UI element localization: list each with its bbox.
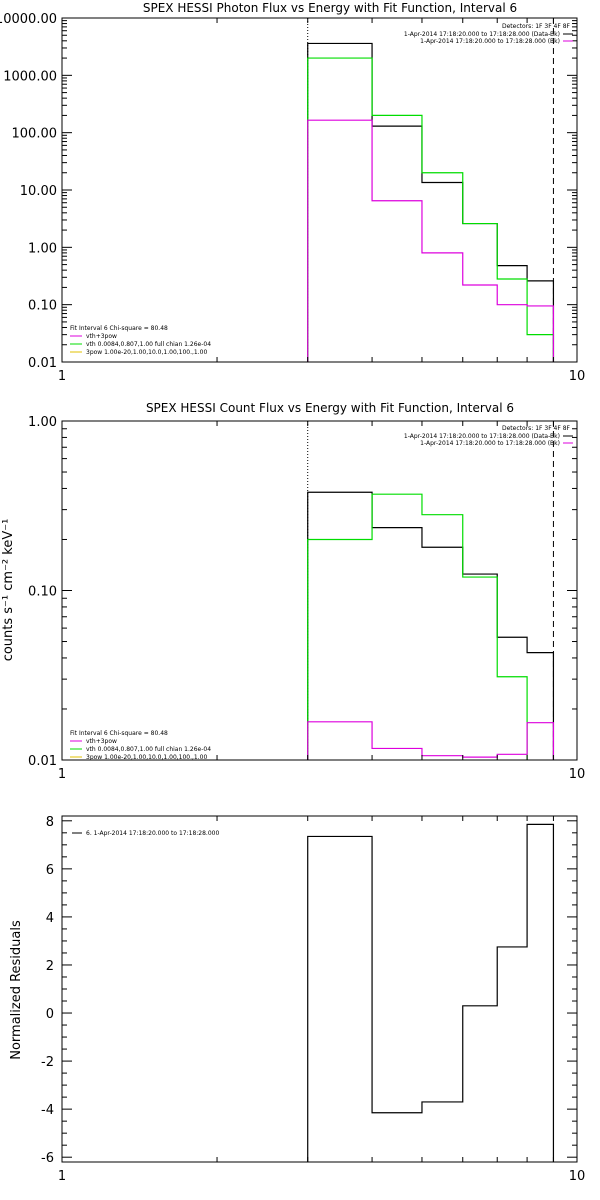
y-tick-label: -2 bbox=[41, 1055, 54, 1070]
legend-detectors: Detectors: 1F 3F 4F 8F bbox=[502, 23, 571, 30]
legend-detectors: Detectors: 1F 3F 4F 8F bbox=[502, 425, 571, 432]
y-tick-label: -6 bbox=[41, 1151, 54, 1166]
y-tick-label: 100.00 bbox=[12, 127, 58, 142]
legend-data-bk: 1-Apr-2014 17:18:20.000 to 17:18:28.000 … bbox=[404, 31, 560, 38]
legend-vth: vth 0.0084,0.807,1.00 full chian 1.26e-0… bbox=[86, 746, 211, 753]
chart-title: SPEX HESSI Photon Flux vs Energy with Fi… bbox=[143, 1, 517, 15]
y-tick-label: 10.00 bbox=[20, 184, 57, 199]
photon-flux-panel: SPEX HESSI Photon Flux vs Energy with Fi… bbox=[0, 1, 585, 384]
series-line-1 bbox=[307, 493, 528, 760]
y-tick-label: 1.00 bbox=[28, 415, 57, 430]
y-tick-label: 8 bbox=[46, 815, 54, 830]
y-tick-label: 2 bbox=[46, 959, 54, 974]
x-tick-label: 10 bbox=[569, 767, 586, 782]
chart-title: SPEX HESSI Count Flux vs Energy with Fit… bbox=[146, 401, 514, 415]
legend-model: vth+3pow bbox=[86, 738, 117, 745]
x-tick-label: 1 bbox=[58, 767, 66, 782]
series-line-0 bbox=[307, 823, 555, 1162]
legend-fit-interval: Fit Interval 6 Chi-square = 80.48 bbox=[70, 730, 168, 737]
legend-vth: vth 0.0084,0.807,1.00 full chian 1.26e-0… bbox=[86, 341, 211, 348]
legend-interval: 6. 1-Apr-2014 17:18:20.000 to 17:18:28.0… bbox=[86, 830, 219, 837]
legend-3pow: 3pow 1.00e-20,1.00,10.0,1.00,100.,1.00 bbox=[86, 754, 207, 761]
count-flux-panel: SPEX HESSI Count Flux vs Energy with Fit… bbox=[1, 401, 585, 782]
y-tick-label: 10000.00 bbox=[0, 12, 57, 27]
legend-3pow: 3pow 1.00e-20,1.00,10.0,1.00,100.,1.00 bbox=[86, 349, 207, 356]
y-tick-label: 1000.00 bbox=[3, 69, 57, 84]
y-tick-label: 0.10 bbox=[28, 299, 57, 314]
series-line-0 bbox=[307, 491, 555, 760]
x-tick-label: 1 bbox=[58, 369, 66, 384]
y-axis-label: Normalized Residuals bbox=[9, 920, 24, 1060]
series-line-2 bbox=[307, 119, 555, 362]
y-tick-label: 4 bbox=[46, 911, 54, 926]
plot-frame bbox=[61, 420, 578, 761]
legend-bk: 1-Apr-2014 17:18:20.000 to 17:18:28.000 … bbox=[420, 440, 560, 447]
plot-frame bbox=[61, 17, 578, 363]
y-tick-label: -4 bbox=[41, 1103, 54, 1118]
x-tick-label: 10 bbox=[569, 369, 586, 384]
series-line-1 bbox=[307, 57, 555, 362]
x-tick-label: 1 bbox=[58, 1169, 66, 1184]
legend-model: vth+3pow bbox=[86, 333, 117, 340]
series-line-2 bbox=[307, 721, 555, 760]
legend-bk: 1-Apr-2014 17:18:20.000 to 17:18:28.000 … bbox=[420, 38, 560, 45]
y-tick-label: 0.10 bbox=[28, 585, 57, 600]
y-axis-label: counts s⁻¹ cm⁻² keV⁻¹ bbox=[1, 519, 16, 662]
legend-data-bk: 1-Apr-2014 17:18:20.000 to 17:18:28.000 … bbox=[404, 433, 560, 440]
y-tick-label: 1.00 bbox=[28, 241, 57, 256]
y-tick-label: 0.01 bbox=[28, 754, 57, 769]
y-tick-label: 6 bbox=[46, 863, 54, 878]
y-tick-label: 0.01 bbox=[28, 356, 57, 371]
legend-fit-interval: Fit Interval 6 Chi-square = 80.48 bbox=[70, 325, 168, 332]
plot-frame bbox=[61, 815, 578, 1163]
series-line-0 bbox=[307, 42, 555, 362]
x-tick-label: 10 bbox=[569, 1169, 586, 1184]
y-tick-label: 0 bbox=[46, 1007, 54, 1022]
residuals-panel: Normalized Residuals 1 10 8 6 4 2 0 -2 -4 -6 6. 1… bbox=[9, 815, 585, 1184]
